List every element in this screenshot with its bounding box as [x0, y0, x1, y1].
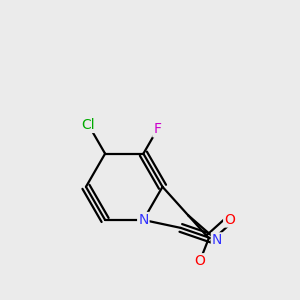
- Text: Cl: Cl: [82, 118, 95, 132]
- Text: O: O: [224, 212, 235, 226]
- Text: N: N: [138, 213, 148, 227]
- Text: F: F: [153, 122, 161, 136]
- Text: O: O: [194, 254, 205, 268]
- Text: N: N: [212, 233, 222, 248]
